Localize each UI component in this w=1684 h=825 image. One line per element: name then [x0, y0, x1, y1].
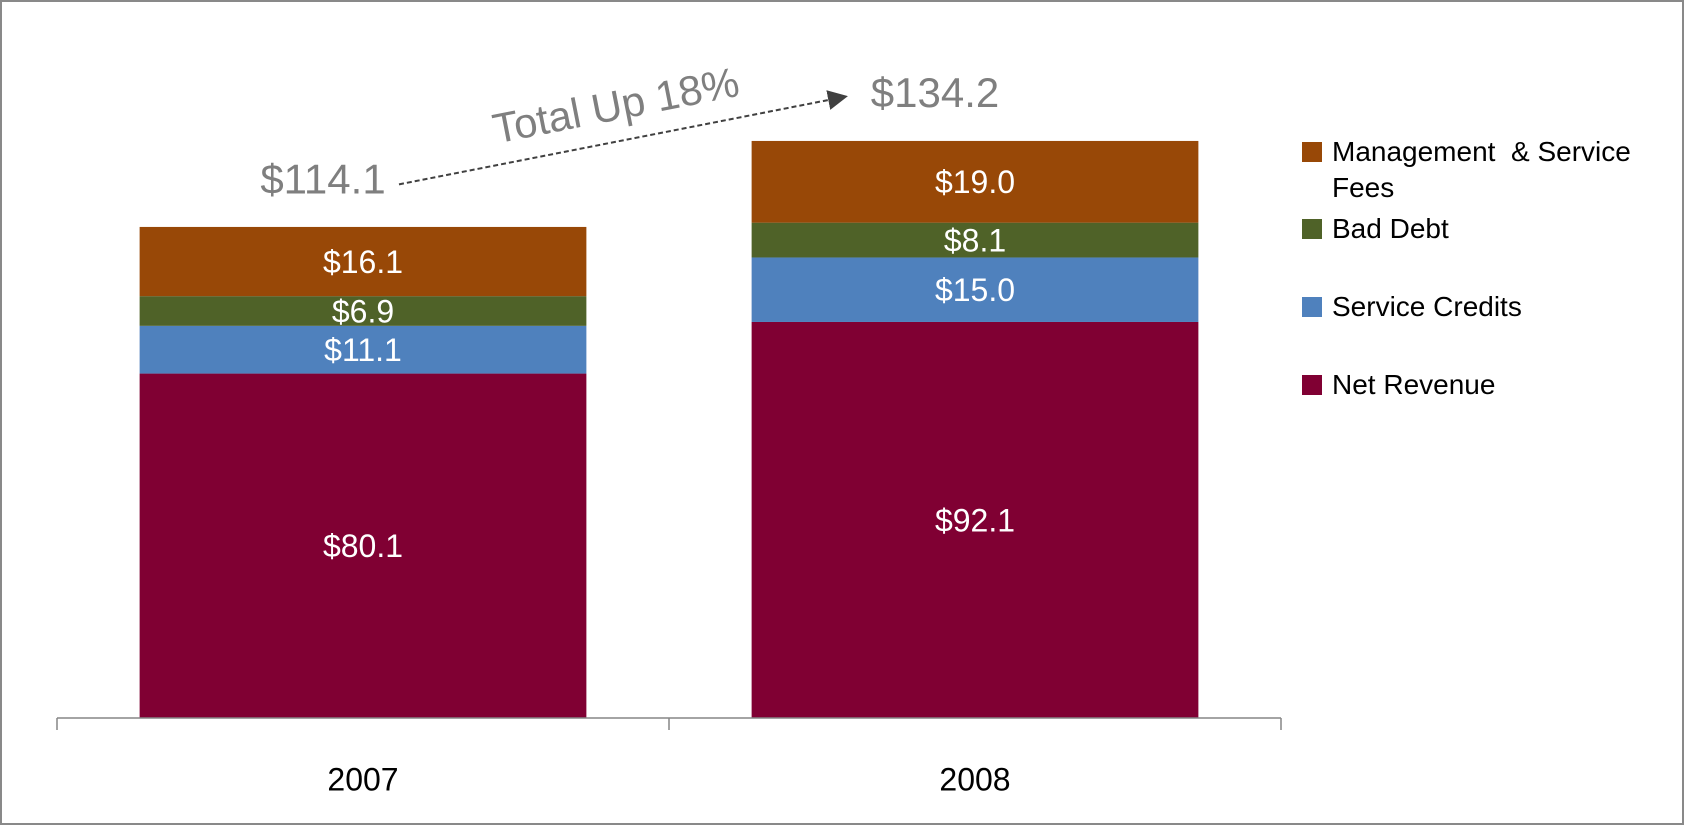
- bar-segment: [139, 325, 587, 374]
- legend-label: Bad Debt: [1332, 213, 1449, 244]
- data-label: $80.1: [323, 528, 403, 564]
- bar-segment: [139, 373, 587, 718]
- data-label: $15.0: [935, 272, 1015, 308]
- legend-item: Service Credits: [1302, 289, 1672, 325]
- legend-label: Service Credits: [1332, 291, 1522, 322]
- legend-swatch: [1302, 142, 1322, 162]
- bar-segment: [751, 321, 1199, 718]
- annotation: Total Up 18%: [489, 58, 743, 152]
- legend-swatch: [1302, 219, 1322, 239]
- legend-label: Management & Service Fees: [1332, 136, 1639, 203]
- legend-item: Net Revenue: [1302, 367, 1672, 403]
- bar-segment: [751, 140, 1199, 223]
- legend-item: Bad Debt: [1302, 211, 1672, 247]
- bar-segment: [751, 257, 1199, 322]
- legend-swatch: [1302, 297, 1322, 317]
- data-label: $19.0: [935, 164, 1015, 200]
- bar-segment: [139, 226, 587, 297]
- x-tick-label: 2007: [327, 761, 398, 797]
- data-label: $92.1: [935, 502, 1015, 538]
- legend-swatch: [1302, 375, 1322, 395]
- data-label: $16.1: [323, 244, 403, 280]
- data-label: $11.1: [324, 332, 402, 368]
- data-label: $8.1: [944, 223, 1006, 259]
- total-label: $134.2: [871, 69, 999, 116]
- trend-arrow: [398, 90, 848, 186]
- bar-segment: [751, 222, 1199, 258]
- legend-item: Management & Service Fees: [1302, 134, 1672, 206]
- bar-segment: [139, 296, 587, 326]
- total-label: $114.1: [260, 155, 385, 202]
- x-tick-label: 2008: [939, 761, 1010, 797]
- data-label: $6.9: [332, 293, 394, 329]
- legend-label: Net Revenue: [1332, 369, 1496, 400]
